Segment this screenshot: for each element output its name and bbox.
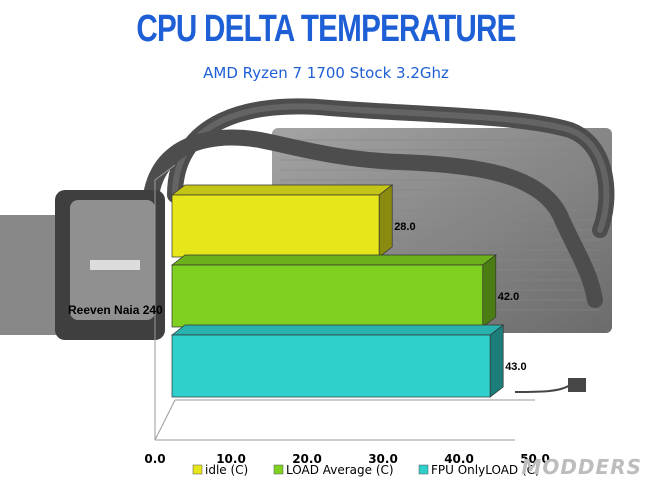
bar-fpu-side <box>489 324 504 398</box>
x-tick-label: 0.0 <box>144 452 165 466</box>
bar-idle-top <box>170 184 394 196</box>
legend-item-fpu: FPU OnlyLOAD (C) <box>418 463 540 477</box>
legend-swatch-idle <box>192 464 203 475</box>
axis-frame <box>154 164 535 441</box>
legend-swatch-fpu <box>418 464 429 475</box>
bar-fpu-top <box>170 324 505 336</box>
legend-label-idle: idle (C) <box>205 463 248 477</box>
bar-idle-side <box>378 184 393 258</box>
x-tick-label: 10.0 <box>216 452 246 466</box>
bar-load-front <box>171 264 484 328</box>
x-tick-label: 50.0 <box>520 452 550 466</box>
data-label-idle: 28.0 <box>394 221 415 233</box>
chart-title: CPU DELTA TEMPERATURE <box>136 8 516 50</box>
legend-item-idle: idle (C) <box>192 463 248 477</box>
bar-load-top <box>170 254 497 266</box>
legend-label-load: LOAD Average (C) <box>286 463 394 477</box>
legend-label-fpu: FPU OnlyLOAD (C) <box>431 463 540 477</box>
data-label-fpu: 43.0 <box>505 361 526 373</box>
bar-load <box>170 254 497 328</box>
legend-item-load: LOAD Average (C) <box>273 463 394 477</box>
category-label: Reeven Naia 240 <box>68 303 163 317</box>
chart-subtitle: AMD Ryzen 7 1700 Stock 3.2Ghz <box>203 64 449 82</box>
x-tick-label: 20.0 <box>292 452 322 466</box>
x-tick-label: 30.0 <box>368 452 398 466</box>
watermark-logo: MODDERS <box>521 455 642 479</box>
bar-fpu <box>170 324 505 398</box>
legend-swatch-load <box>273 464 284 475</box>
bar-idle-front <box>171 194 380 258</box>
legend: idle (C) LOAD Average (C) FPU OnlyLOAD (… <box>192 463 540 477</box>
bar-load-side <box>482 254 497 328</box>
bar-fpu-front <box>171 334 491 398</box>
bar-idle <box>170 184 394 258</box>
data-label-load: 42.0 <box>498 291 519 303</box>
x-tick-label: 40.0 <box>444 452 474 466</box>
